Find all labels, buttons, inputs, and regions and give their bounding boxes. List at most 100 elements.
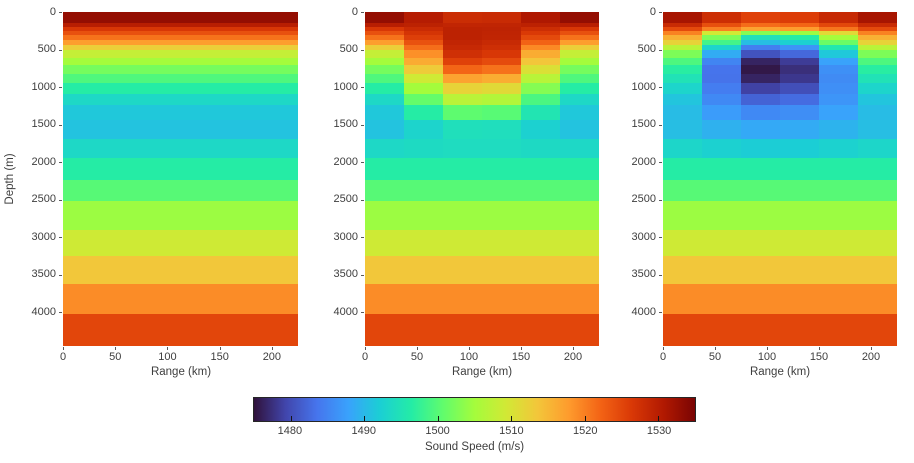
- colorbar-tick-mark: [584, 416, 586, 421]
- heatmap-cell: [819, 139, 859, 160]
- y-tick-label: 0: [649, 5, 656, 18]
- heatmap-cell: [180, 283, 221, 315]
- heatmap-cell: [702, 50, 742, 59]
- heatmap-cell: [741, 229, 781, 257]
- y-tick-label: 3000: [31, 230, 56, 243]
- heatmap-cell: [780, 35, 820, 41]
- heatmap-cell: [702, 57, 742, 66]
- heatmap-cell: [858, 93, 897, 107]
- heatmap-cell: [521, 26, 561, 32]
- heatmap-cell: [819, 229, 859, 257]
- heatmap-cell: [141, 22, 182, 28]
- heatmap-cell: [443, 229, 483, 257]
- heatmap-cell: [102, 35, 143, 41]
- heatmap-cell: [443, 45, 483, 51]
- heatmap-cell: [702, 120, 742, 140]
- heatmap-cell: [443, 93, 483, 107]
- x-tick-label: 50: [708, 351, 722, 363]
- heatmap-cell: [63, 57, 103, 66]
- heatmap-cell: [258, 35, 298, 41]
- heatmap-cell: [482, 120, 522, 140]
- y-tick-mark: [361, 49, 364, 51]
- heatmap-cell: [219, 139, 260, 160]
- heatmap-cell: [63, 313, 103, 346]
- heatmap-cell: [819, 120, 859, 140]
- heatmap-cell: [702, 73, 742, 84]
- colorbar-tick-label: 1520: [573, 425, 598, 437]
- x-tick-label: 150: [809, 351, 829, 363]
- heatmap-cell: [180, 139, 221, 160]
- heatmap-cell: [858, 139, 897, 160]
- y-tick-label: 3500: [333, 268, 358, 281]
- heatmap-cell: [219, 201, 260, 231]
- heatmap-cell: [741, 57, 781, 66]
- heatmap-cell: [102, 22, 143, 28]
- heatmap-cell: [819, 158, 859, 181]
- y-tick-mark: [659, 12, 662, 13]
- heatmap-cell: [521, 180, 561, 202]
- y-tick-label: 3500: [631, 268, 656, 281]
- heatmap-cell: [780, 139, 820, 160]
- heatmap-cell: [443, 313, 483, 346]
- heatmap-cell: [741, 35, 781, 41]
- colorbar-tick-label: 1500: [425, 425, 450, 437]
- x-tick-label: 50: [109, 351, 122, 363]
- heatmap-cell: [521, 35, 561, 41]
- heatmap-cell: [219, 65, 260, 75]
- colorbar-tick-mark: [364, 416, 366, 421]
- heatmap-cell: [521, 12, 561, 24]
- heatmap-cell: [482, 73, 522, 84]
- heatmap-cell: [219, 158, 260, 181]
- heatmap-cell: [663, 57, 703, 66]
- heatmap-cell: [443, 201, 483, 231]
- heatmap-cell: [443, 12, 483, 24]
- heatmap-cell: [102, 50, 143, 59]
- heatmap-cell: [180, 65, 221, 75]
- heatmap-cell: [702, 180, 742, 202]
- heatmap-cell: [404, 35, 444, 41]
- heatmap-cell: [404, 158, 444, 181]
- y-tick-label: 2500: [31, 193, 56, 206]
- y-tick-label: 4000: [631, 305, 656, 318]
- heatmap-cell: [560, 139, 599, 160]
- y-tick-mark: [59, 237, 62, 239]
- heatmap-cell: [102, 139, 143, 160]
- heatmap-cell: [780, 229, 820, 257]
- x-tick-mark: [819, 347, 820, 350]
- heatmap-cell: [858, 105, 897, 122]
- heatmap-cell: [63, 93, 103, 107]
- heatmap-cell: [365, 313, 405, 346]
- heatmap-cell: [141, 120, 182, 140]
- heatmap-cell: [365, 45, 405, 51]
- y-tick-mark: [59, 274, 62, 276]
- y-tick-mark: [659, 124, 662, 126]
- heatmap-cell: [482, 12, 522, 24]
- heatmap-cell: [780, 40, 820, 46]
- heatmap-cell: [404, 12, 444, 24]
- heatmap-cell: [443, 30, 483, 36]
- heatmap-cell: [702, 45, 742, 51]
- heatmap-cell: [102, 255, 143, 285]
- heatmap-cell: [482, 283, 522, 315]
- heatmap-cell: [663, 12, 703, 24]
- heatmap-cell: [404, 255, 444, 285]
- heatmap-cell: [819, 35, 859, 41]
- y-tick-mark: [59, 12, 62, 13]
- heatmap-cell: [780, 120, 820, 140]
- heatmap-cell: [102, 30, 143, 36]
- heatmap-cell: [180, 229, 221, 257]
- y-tick-mark: [361, 162, 364, 164]
- heatmap-cell: [102, 93, 143, 107]
- heatmap-cell: [102, 120, 143, 140]
- heatmap-cell: [521, 283, 561, 315]
- y-tick-label: 0: [351, 5, 358, 18]
- heatmap-cell: [258, 30, 298, 36]
- heatmap-cell: [258, 65, 298, 75]
- heatmap-cell: [404, 139, 444, 160]
- heatmap-cell: [741, 93, 781, 107]
- heatmap-cell: [63, 229, 103, 257]
- heatmap-cell: [780, 45, 820, 51]
- heatmap-cell: [443, 158, 483, 181]
- heatmap-cell: [180, 45, 221, 51]
- heatmap-cell: [663, 229, 703, 257]
